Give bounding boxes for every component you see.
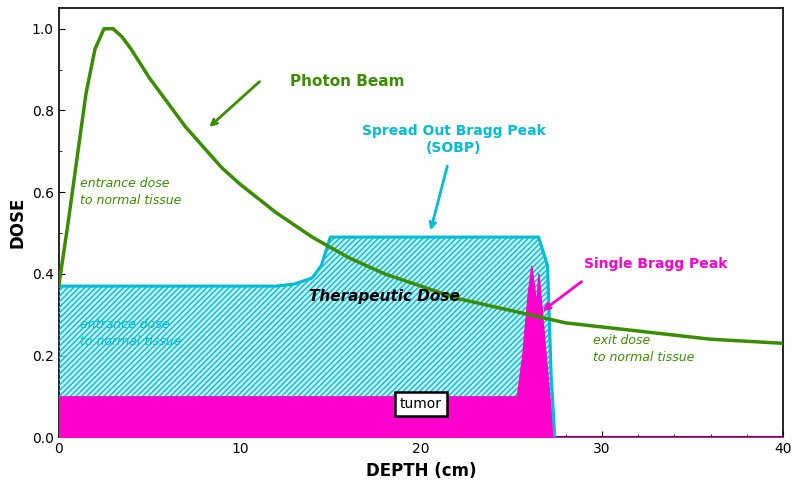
Text: entrance dose
to normal tissue: entrance dose to normal tissue: [81, 318, 182, 348]
Text: Photon Beam: Photon Beam: [290, 74, 405, 89]
Text: Spread Out Bragg Peak
(SOBP): Spread Out Bragg Peak (SOBP): [362, 124, 546, 155]
Text: Therapeutic Dose: Therapeutic Dose: [309, 289, 460, 304]
X-axis label: DEPTH (cm): DEPTH (cm): [366, 462, 476, 480]
Y-axis label: DOSE: DOSE: [8, 197, 26, 248]
Text: entrance dose
to normal tissue: entrance dose to normal tissue: [81, 177, 182, 207]
Text: tumor: tumor: [400, 397, 442, 411]
Text: exit dose
to normal tissue: exit dose to normal tissue: [593, 334, 694, 365]
Text: Single Bragg Peak: Single Bragg Peak: [584, 257, 727, 271]
